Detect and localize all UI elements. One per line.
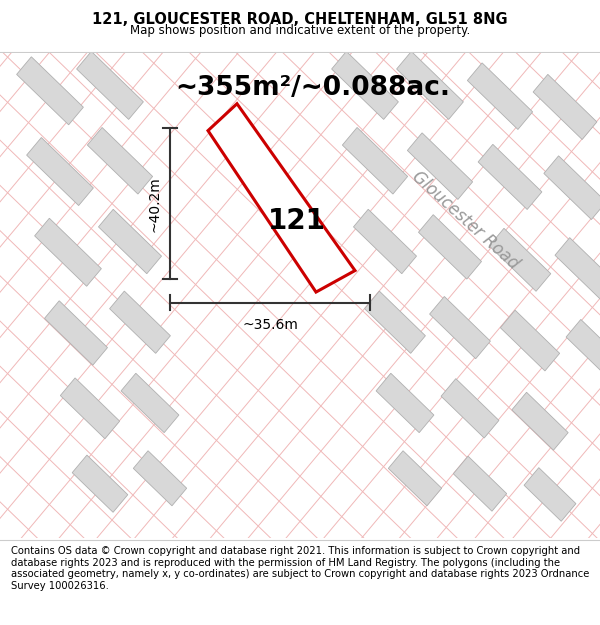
Polygon shape	[35, 218, 101, 286]
Polygon shape	[397, 51, 463, 119]
Text: Contains OS data © Crown copyright and database right 2021. This information is : Contains OS data © Crown copyright and d…	[11, 546, 589, 591]
Polygon shape	[17, 57, 83, 125]
Polygon shape	[441, 379, 499, 438]
Polygon shape	[566, 319, 600, 379]
Polygon shape	[61, 378, 119, 439]
Text: 121, GLOUCESTER ROAD, CHELTENHAM, GL51 8NG: 121, GLOUCESTER ROAD, CHELTENHAM, GL51 8…	[92, 12, 508, 27]
Polygon shape	[555, 238, 600, 299]
Polygon shape	[26, 138, 94, 206]
Polygon shape	[418, 214, 482, 279]
Text: 121: 121	[268, 207, 326, 235]
Polygon shape	[489, 228, 551, 291]
Polygon shape	[512, 392, 568, 450]
Polygon shape	[88, 127, 152, 194]
Polygon shape	[353, 209, 416, 274]
Polygon shape	[133, 451, 187, 506]
Polygon shape	[500, 310, 560, 371]
Text: Gloucester Road: Gloucester Road	[408, 168, 522, 272]
Polygon shape	[72, 455, 128, 512]
Polygon shape	[454, 456, 506, 511]
Polygon shape	[430, 296, 490, 359]
Polygon shape	[533, 74, 597, 139]
Polygon shape	[332, 51, 398, 119]
Polygon shape	[343, 127, 407, 194]
Polygon shape	[467, 63, 533, 129]
Polygon shape	[478, 144, 542, 209]
Polygon shape	[98, 209, 161, 274]
Polygon shape	[407, 133, 473, 199]
Text: Map shows position and indicative extent of the property.: Map shows position and indicative extent…	[130, 24, 470, 38]
Polygon shape	[544, 156, 600, 219]
Polygon shape	[110, 291, 170, 353]
Polygon shape	[365, 291, 425, 353]
Polygon shape	[524, 468, 576, 521]
Text: ~35.6m: ~35.6m	[242, 318, 298, 332]
Text: ~355m²/~0.088ac.: ~355m²/~0.088ac.	[175, 74, 450, 101]
Polygon shape	[376, 373, 434, 432]
Text: ~40.2m: ~40.2m	[148, 176, 162, 232]
Polygon shape	[388, 451, 442, 506]
Polygon shape	[77, 51, 143, 119]
Polygon shape	[44, 301, 107, 365]
Polygon shape	[121, 373, 179, 432]
Polygon shape	[208, 104, 355, 292]
